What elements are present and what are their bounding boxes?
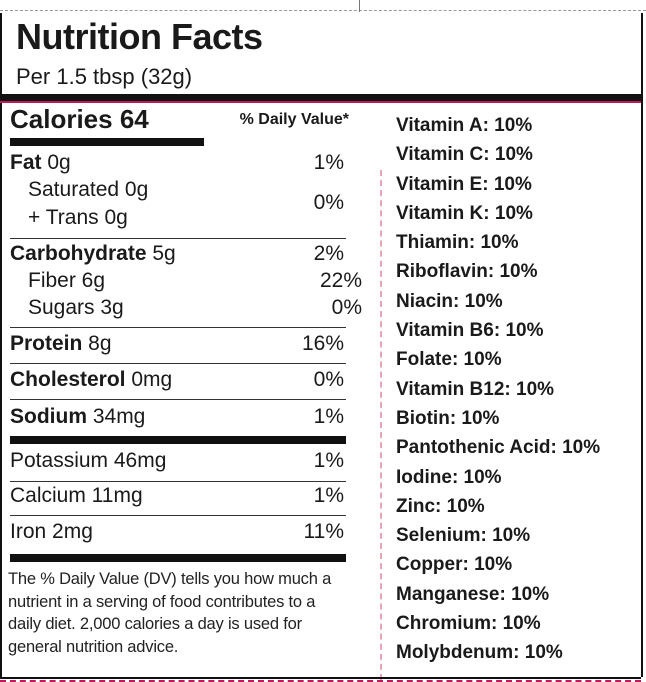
vitamin-item: Vitamin B12: 10% [396, 378, 555, 400]
nutrient-row-sodium: Sodium 34mg 1% [10, 404, 344, 430]
header-accent-rule [0, 101, 641, 103]
row-divider [10, 363, 346, 364]
nutrient-dv: 1% [313, 449, 344, 472]
nutrient-dv: 0% [313, 368, 344, 391]
nutrient-name: Fat [10, 151, 42, 174]
vitamin-item: Molybdenum: 10% [396, 642, 563, 664]
row-divider [10, 327, 346, 328]
nutrient-row-iron: Iron 2mg 11% [10, 519, 344, 545]
bottom-trim-line [0, 680, 641, 682]
nutrient-dv: 1% [313, 405, 344, 428]
nutrient-dv: 0% [331, 296, 362, 319]
nutrient-name: Iron 2mg [10, 520, 93, 543]
nutrient-row-carbohydrate: Carbohydrate 5g 2% [10, 241, 344, 267]
nutrient-name: Calcium 11mg [10, 484, 143, 507]
nutrient-dv: 1% [313, 151, 344, 174]
vitamin-item: Iodine: 10% [396, 466, 502, 488]
section-thick-rule [10, 436, 346, 444]
vitamin-item: Vitamin A: 10% [396, 115, 533, 136]
nutrient-row-sugars: Sugars 3g 0% [10, 295, 362, 321]
row-divider [10, 481, 346, 482]
nutrient-row-potassium: Potassium 46mg 1% [10, 448, 344, 474]
panel-title: Nutrition Facts [16, 16, 263, 57]
vitamin-item: Riboflavin: 10% [396, 261, 538, 283]
nutrient-name: Cholesterol [10, 368, 126, 391]
footer-thick-rule [10, 554, 346, 562]
row-divider [10, 238, 346, 239]
nutrient-dv: 22% [319, 269, 362, 292]
row-divider [10, 399, 346, 400]
nutrient-row-protein: Protein 8g 16% [10, 331, 344, 357]
vitamin-item: Vitamin E: 10% [396, 173, 532, 195]
nutrient-row-calcium: Calcium 11mg 1% [10, 483, 344, 509]
nutrient-dv: 11% [303, 520, 344, 543]
top-crop-mark [359, 0, 360, 12]
nutrient-amount: 0g [41, 151, 71, 174]
nutrient-dv: 16% [301, 332, 344, 355]
nutrient-name: Potassium 46mg [10, 449, 167, 472]
nutrient-name: + Trans 0g [28, 206, 128, 229]
vitamin-item: Selenium: 10% [396, 525, 531, 547]
calories-rule [10, 138, 204, 146]
vitamin-item: Chromium: 10% [396, 613, 541, 635]
vitamin-item: Niacin: 10% [396, 290, 503, 312]
nutrient-row-cholesterol: Cholesterol 0mg 0% [10, 367, 344, 393]
nutrient-name: Fiber 6g [28, 269, 106, 292]
nutrient-row-fat: Fat 0g 1% [10, 150, 344, 176]
vitamin-list: Vitamin A: 10% Vitamin C: 10% Vitamin E: 1… [396, 114, 600, 671]
bottom-rule [0, 677, 641, 679]
calories-label: Calories 64 [10, 104, 149, 134]
daily-value-header: % Daily Value* [239, 111, 349, 128]
daily-value-footnote: The % Daily Value (DV) tells you how muc… [8, 570, 332, 656]
nutrient-amount: 5g [146, 242, 176, 265]
nutrient-row-saturated: Saturated 0g [10, 177, 362, 203]
nutrient-dv: 2% [313, 242, 344, 265]
top-trim-line [0, 10, 646, 11]
nutrient-row-fiber: Fiber 6g 22% [10, 268, 362, 294]
nutrient-name: Sugars 3g [28, 296, 124, 319]
vitamin-item: Copper: 10% [396, 554, 513, 576]
row-divider [10, 515, 346, 516]
vitamin-item: Biotin: 10% [396, 407, 500, 429]
nutrient-amount: 34mg [87, 405, 146, 428]
nutrient-dv: 1% [313, 484, 344, 507]
nutrient-name: Saturated 0g [28, 178, 149, 201]
vitamin-item: Vitamin C: 10% [396, 144, 533, 166]
header-thick-rule [0, 94, 641, 101]
nutrient-name: Carbohydrate [10, 242, 147, 265]
serving-size: Per 1.5 tbsp (32g) [16, 64, 193, 89]
nutrient-amount: 0mg [125, 368, 173, 391]
vitamin-item: Vitamin B6: 10% [396, 320, 544, 342]
vitamin-item: Vitamin K: 10% [396, 202, 533, 224]
nutrient-amount: 8g [82, 332, 112, 355]
nutrient-name: Sodium [10, 405, 87, 428]
column-divider [380, 170, 382, 680]
vitamin-item: Thiamin: 10% [396, 232, 519, 254]
vitamin-item: Zinc: 10% [396, 495, 485, 517]
panel-frame [0, 13, 643, 677]
nutrient-dv: 0% [313, 191, 344, 214]
vitamin-item: Pantothenic Acid: 10% [396, 437, 601, 459]
vitamin-item: Folate: 10% [396, 349, 502, 371]
nutrient-row-trans: + Trans 0g [10, 205, 362, 231]
nutrient-name: Protein [10, 332, 83, 355]
vitamin-item: Manganese: 10% [396, 583, 550, 605]
